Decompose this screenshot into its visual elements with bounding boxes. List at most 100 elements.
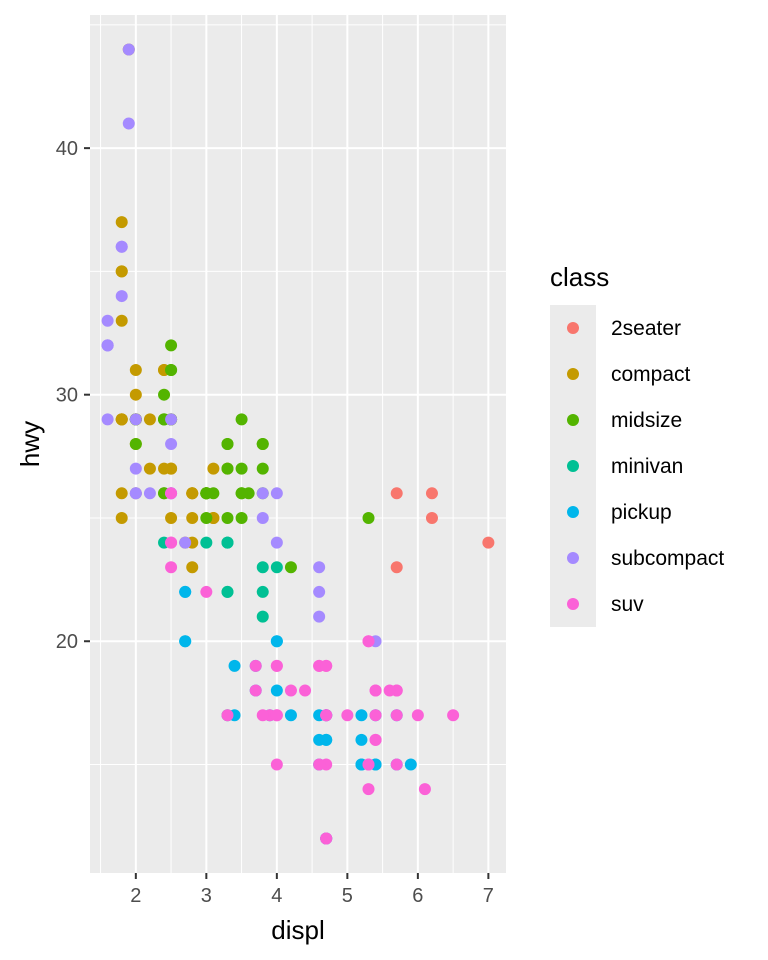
data-point-subcompact <box>313 585 326 598</box>
data-point-suv <box>165 561 178 574</box>
data-point-subcompact <box>122 43 135 56</box>
data-point-compact <box>115 265 128 278</box>
x-tick-label: 2 <box>130 885 141 907</box>
data-point-subcompact <box>101 314 114 327</box>
data-point-suv <box>249 659 262 672</box>
data-point-midsize <box>235 487 248 500</box>
data-point-suv <box>369 684 382 697</box>
legend-title: class <box>550 262 609 292</box>
data-point-suv <box>270 709 283 722</box>
data-point-midsize <box>235 413 248 426</box>
legend-key-compact <box>567 368 579 380</box>
data-point-subcompact <box>129 487 142 500</box>
data-point-pickup <box>179 635 192 648</box>
data-point-compact <box>207 462 220 475</box>
data-point-subcompact <box>313 610 326 623</box>
data-point-subcompact <box>101 339 114 352</box>
data-point-2seater <box>390 561 403 574</box>
legend-label-suv: suv <box>611 593 644 616</box>
data-point-midsize <box>235 462 248 475</box>
data-point-compact <box>129 364 142 377</box>
y-axis: 20 30 40 <box>56 138 90 653</box>
data-point-pickup <box>270 635 283 648</box>
legend: class 2seater compact midsize minivan pickup… <box>550 262 724 627</box>
data-point-suv <box>411 709 424 722</box>
data-point-suv <box>256 709 269 722</box>
legend-key-2seater <box>567 322 579 334</box>
data-point-compact <box>165 511 178 524</box>
data-point-2seater <box>482 536 495 549</box>
legend-label-minivan: minivan <box>611 455 683 478</box>
data-point-minivan <box>256 585 269 598</box>
data-point-midsize <box>362 511 375 524</box>
data-point-suv <box>341 709 354 722</box>
data-point-compact <box>186 511 199 524</box>
x-tick-label: 7 <box>483 885 494 907</box>
legend-label-subcompact: subcompact <box>611 547 724 570</box>
data-point-subcompact <box>270 487 283 500</box>
data-point-pickup <box>228 659 241 672</box>
data-point-subcompact <box>129 462 142 475</box>
data-points <box>101 43 495 845</box>
data-point-midsize <box>200 487 213 500</box>
data-point-suv <box>299 684 312 697</box>
x-axis-title: displ <box>271 915 324 945</box>
data-point-subcompact <box>115 240 128 253</box>
data-point-midsize <box>221 462 234 475</box>
data-point-subcompact <box>179 536 192 549</box>
data-point-pickup <box>355 733 368 746</box>
data-point-midsize <box>256 462 269 475</box>
x-tick-label: 4 <box>271 885 282 907</box>
data-point-pickup <box>179 585 192 598</box>
legend-key-suv <box>567 598 579 610</box>
data-point-suv <box>369 709 382 722</box>
data-point-compact <box>129 388 142 401</box>
data-point-suv <box>165 487 178 500</box>
data-point-subcompact <box>256 511 269 524</box>
data-point-suv <box>270 659 283 672</box>
x-tick-label: 5 <box>342 885 353 907</box>
data-point-suv <box>390 709 403 722</box>
legend-key-subcompact <box>567 552 579 564</box>
data-point-subcompact <box>115 290 128 303</box>
data-point-midsize <box>165 339 178 352</box>
data-point-suv <box>362 783 375 796</box>
data-point-suv <box>320 709 333 722</box>
data-point-pickup <box>355 709 368 722</box>
data-point-pickup <box>284 709 297 722</box>
legend-label-compact: compact <box>611 363 691 386</box>
data-point-2seater <box>425 511 438 524</box>
y-tick-label: 40 <box>56 138 78 160</box>
data-point-2seater <box>390 487 403 500</box>
legend-key-minivan <box>567 460 579 472</box>
legend-items: 2seater compact midsize minivan pickup subcom… <box>550 305 724 627</box>
data-point-pickup <box>320 733 333 746</box>
data-point-midsize <box>129 438 142 450</box>
data-point-suv <box>200 585 213 598</box>
major-gridlines <box>90 15 506 873</box>
data-point-compact <box>165 462 178 475</box>
data-point-compact <box>143 413 156 426</box>
data-point-suv <box>418 783 431 796</box>
data-point-suv <box>313 758 326 771</box>
minor-gridlines <box>90 15 506 873</box>
data-point-subcompact <box>143 487 156 500</box>
data-point-subcompact <box>256 487 269 500</box>
y-axis-title: hwy <box>15 421 45 467</box>
data-point-subcompact <box>270 536 283 549</box>
data-point-midsize <box>158 388 171 401</box>
data-point-suv <box>390 758 403 771</box>
data-point-midsize <box>221 438 234 450</box>
data-point-midsize <box>256 438 269 450</box>
data-point-minivan <box>270 561 283 574</box>
data-point-suv <box>270 758 283 771</box>
data-point-suv <box>320 659 333 672</box>
y-tick-label: 30 <box>56 385 78 407</box>
data-point-suv <box>221 709 234 722</box>
x-tick-label: 3 <box>201 885 212 907</box>
legend-key-midsize <box>567 414 579 426</box>
x-axis: 2 3 4 5 6 7 <box>130 873 494 907</box>
data-point-midsize <box>284 561 297 574</box>
